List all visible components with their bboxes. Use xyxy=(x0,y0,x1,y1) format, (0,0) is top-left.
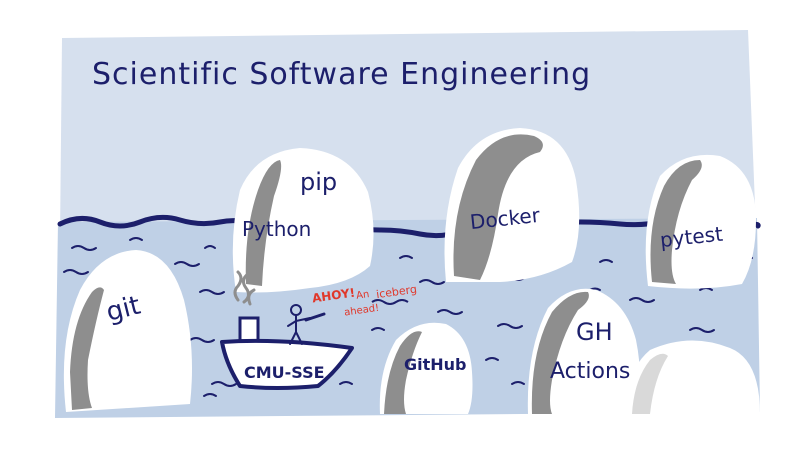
sky-background xyxy=(60,30,756,238)
iceberg-label-gh: GH xyxy=(576,318,613,346)
iceberg-python xyxy=(232,148,374,293)
speech-iceberg: iceberg xyxy=(375,283,417,302)
iceberg-pytest xyxy=(645,154,756,289)
iceberg-label-github: GitHub xyxy=(404,355,467,374)
iceberg-github xyxy=(379,322,473,414)
iceberg-gh-actions xyxy=(527,288,640,414)
iceberg-foreground xyxy=(624,340,760,414)
boat xyxy=(220,270,354,390)
speech-ahead: ahead! xyxy=(344,303,380,319)
iceberg-git xyxy=(63,250,192,412)
boat-chimney xyxy=(238,316,260,344)
stick-figure xyxy=(287,304,311,345)
speech-an: An xyxy=(356,289,371,302)
boat-hull xyxy=(220,338,354,390)
smoke xyxy=(233,270,256,306)
iceberg-docker xyxy=(444,128,580,282)
iceberg-label-actions: Actions xyxy=(550,359,630,384)
boat-name: CMU-SSE xyxy=(244,363,325,382)
iceberg-label-pip: pip xyxy=(300,168,337,196)
iceberg-wiggle xyxy=(371,299,409,305)
iceberg-label-python: Python xyxy=(242,217,311,241)
page-title: Scientific Software Engineering xyxy=(92,57,591,92)
speech-ahoy: AHOY! xyxy=(311,286,356,306)
